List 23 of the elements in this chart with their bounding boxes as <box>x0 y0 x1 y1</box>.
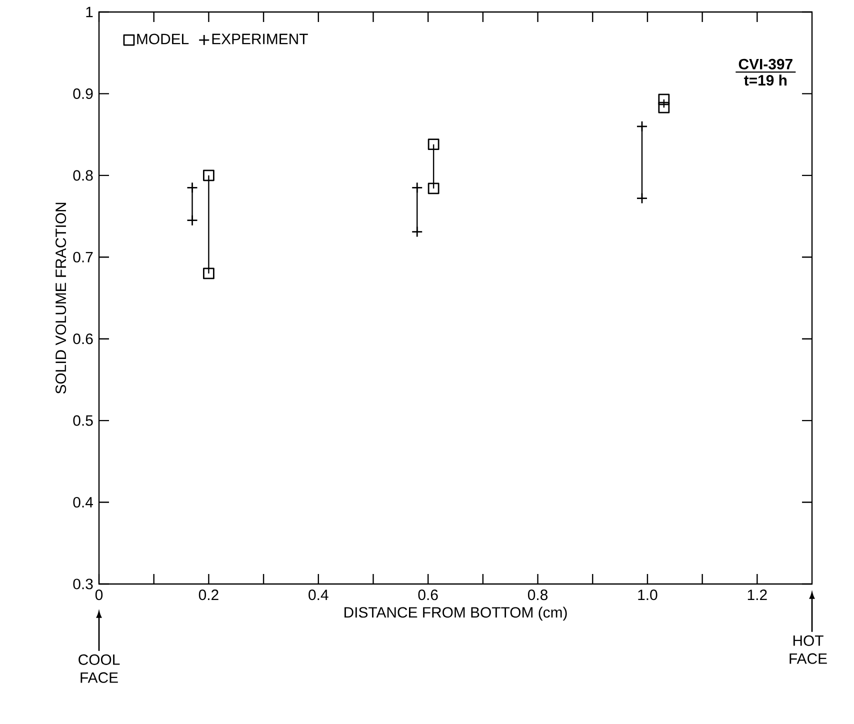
y-tick-label: 0.6 <box>73 334 93 344</box>
x-axis-title: DISTANCE FROM BOTTOM (cm) <box>344 606 567 621</box>
annotation: CVI-397 <box>738 58 792 70</box>
y-tick-label: 1 <box>86 6 93 18</box>
legend-label: MODEL <box>137 34 189 44</box>
legend-label: EXPERIMENT <box>212 34 308 44</box>
y-tick-label: 0.4 <box>73 496 93 508</box>
text: HOT FACE <box>790 635 827 664</box>
text: COOL FACE <box>78 654 120 683</box>
y-tick-label: 0.3 <box>73 578 93 590</box>
y-tick-label: 0.8 <box>73 170 93 181</box>
x-tick-label: 0.6 <box>418 590 438 600</box>
x-tick-label: 0 <box>95 590 103 600</box>
annotation: t=19 h <box>744 74 787 86</box>
x-tick-label: 0.4 <box>308 590 328 600</box>
y-tick-label: 0.9 <box>73 88 93 99</box>
x-tick-label: 0.2 <box>198 590 218 600</box>
y-tick-label: 0.5 <box>73 415 93 426</box>
x-tick-label: 1.0 <box>638 590 658 600</box>
x-tick-label: 0.8 <box>528 590 548 600</box>
x-tick-label: 1.2 <box>748 590 767 600</box>
y-tick-label: 0.7 <box>73 252 93 262</box>
y-axis-title: SOLID VOLUME FRACTION <box>56 202 66 394</box>
